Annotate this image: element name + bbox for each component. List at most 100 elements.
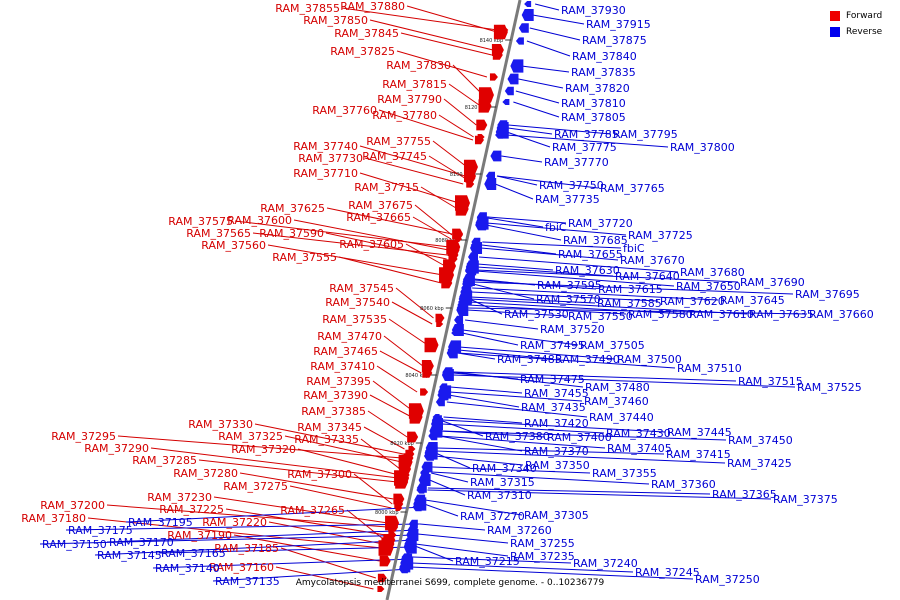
- forward-gene[interactable]: [388, 531, 397, 539]
- forward-gene-label[interactable]: RAM_37545: [329, 282, 394, 295]
- reverse-gene-label[interactable]: RAM_37770: [544, 156, 609, 169]
- reverse-gene-label[interactable]: RAM_37795: [613, 128, 678, 141]
- forward-gene-label[interactable]: RAM_37815: [382, 78, 447, 91]
- forward-gene-label[interactable]: RAM_37300: [287, 468, 352, 481]
- reverse-gene[interactable]: [420, 469, 428, 475]
- reverse-gene-label[interactable]: RAM_37650: [676, 280, 741, 293]
- reverse-gene-label[interactable]: RAM_37775: [552, 141, 617, 154]
- reverse-gene-label[interactable]: RAM_37235: [510, 550, 575, 563]
- reverse-gene-label[interactable]: RAM_37350: [525, 459, 590, 472]
- reverse-gene[interactable]: [504, 86, 514, 96]
- reverse-gene[interactable]: [456, 302, 468, 314]
- forward-gene-label[interactable]: RAM_37790: [377, 93, 442, 106]
- reverse-gene[interactable]: [435, 397, 445, 407]
- forward-gene-label[interactable]: RAM_37755: [366, 135, 431, 148]
- reverse-gene-label[interactable]: RAM_37840: [572, 50, 637, 63]
- reverse-gene-label[interactable]: RAM_37480: [585, 381, 650, 394]
- reverse-gene-label[interactable]: RAM_37500: [617, 353, 682, 366]
- reverse-gene[interactable]: [521, 9, 534, 21]
- reverse-gene-label[interactable]: RAM_37340: [472, 462, 537, 475]
- forward-gene-label[interactable]: RAM_37290: [84, 442, 149, 455]
- forward-gene-label[interactable]: RAM_37410: [310, 360, 375, 373]
- forward-gene-label[interactable]: RAM_37465: [313, 345, 378, 358]
- reverse-gene-label[interactable]: RAM_37425: [727, 457, 792, 470]
- forward-gene-label[interactable]: RAM_37160: [209, 561, 274, 574]
- forward-gene[interactable]: [435, 313, 445, 323]
- reverse-gene-label[interactable]: RAM_37260: [487, 524, 552, 537]
- forward-gene-label[interactable]: RAM_37395: [306, 375, 371, 388]
- forward-gene-label[interactable]: RAM_37275: [223, 480, 288, 493]
- forward-gene-label[interactable]: RAM_37855: [275, 2, 340, 15]
- forward-gene[interactable]: [407, 431, 419, 443]
- reverse-gene[interactable]: [412, 502, 422, 512]
- forward-gene[interactable]: [422, 368, 433, 378]
- forward-gene[interactable]: [455, 202, 469, 216]
- reverse-gene[interactable]: [424, 446, 438, 460]
- reverse-gene[interactable]: [398, 564, 408, 574]
- reverse-gene-label[interactable]: RAM_37420: [524, 417, 589, 430]
- forward-gene[interactable]: [408, 446, 416, 452]
- reverse-gene-label[interactable]: RAM_37615: [598, 283, 663, 296]
- reverse-gene[interactable]: [515, 37, 524, 45]
- reverse-gene-label[interactable]: RAM_37240: [573, 557, 638, 570]
- forward-gene[interactable]: [493, 24, 508, 40]
- forward-gene[interactable]: [476, 119, 488, 131]
- forward-gene-label[interactable]: RAM_37565: [186, 227, 251, 240]
- reverse-gene-label[interactable]: RAM_37215: [455, 555, 520, 568]
- reverse-gene[interactable]: [418, 474, 431, 486]
- reverse-gene-label[interactable]: RAM_37915: [586, 18, 651, 31]
- forward-gene-label[interactable]: RAM_37335: [294, 433, 359, 446]
- forward-gene-label[interactable]: RAM_37280: [173, 467, 238, 480]
- forward-gene-label[interactable]: RAM_37560: [201, 239, 266, 252]
- forward-gene-label[interactable]: RAM_37185: [214, 542, 279, 555]
- reverse-gene-label[interactable]: RAM_37510: [677, 362, 742, 375]
- forward-gene-label[interactable]: RAM_37715: [354, 181, 419, 194]
- forward-gene-label[interactable]: RAM_37745: [362, 150, 427, 163]
- reverse-gene-label[interactable]: RAM_37725: [628, 229, 693, 242]
- reverse-gene-label[interactable]: RAM_37145: [97, 549, 162, 562]
- reverse-gene-label[interactable]: RAM_37140: [155, 562, 220, 575]
- reverse-gene[interactable]: [468, 252, 479, 262]
- reverse-gene-label[interactable]: RAM_37655: [558, 248, 623, 261]
- reverse-gene-label[interactable]: RAM_37355: [592, 467, 657, 480]
- forward-gene-label[interactable]: RAM_37590: [259, 227, 324, 240]
- reverse-gene-label[interactable]: RAM_37660: [809, 308, 874, 321]
- reverse-gene-label[interactable]: RAM_37620: [660, 295, 725, 308]
- forward-gene[interactable]: [420, 388, 429, 396]
- forward-gene[interactable]: [489, 73, 498, 81]
- reverse-gene-label[interactable]: RAM_37445: [667, 426, 732, 439]
- reverse-gene-label[interactable]: RAM_37430: [606, 427, 671, 440]
- reverse-gene-label[interactable]: RAM_37495: [520, 339, 585, 352]
- forward-gene[interactable]: [477, 134, 485, 140]
- reverse-gene-label[interactable]: RAM_37635: [749, 308, 814, 321]
- reverse-gene-label[interactable]: RAM_37150: [42, 538, 107, 551]
- reverse-gene-label[interactable]: RAM_37735: [535, 193, 600, 206]
- reverse-gene-label[interactable]: RAM_37580: [628, 308, 693, 321]
- forward-gene-label[interactable]: RAM_37225: [159, 503, 224, 516]
- reverse-gene-label[interactable]: RAM_37875: [582, 34, 647, 47]
- reverse-gene-label[interactable]: RAM_37765: [600, 182, 665, 195]
- reverse-gene[interactable]: [475, 219, 487, 231]
- forward-gene-label[interactable]: RAM_37345: [297, 421, 362, 434]
- reverse-gene-label[interactable]: RAM_37245: [635, 566, 700, 579]
- forward-gene-label[interactable]: RAM_37780: [372, 109, 437, 122]
- forward-gene[interactable]: [403, 453, 414, 463]
- forward-gene[interactable]: [381, 537, 395, 551]
- forward-gene[interactable]: [478, 99, 492, 113]
- forward-gene-label[interactable]: RAM_37605: [339, 238, 404, 251]
- forward-gene[interactable]: [443, 259, 457, 273]
- forward-gene-label[interactable]: RAM_37180: [21, 512, 86, 525]
- reverse-gene-label[interactable]: RAM_37680: [680, 266, 745, 279]
- forward-gene-label[interactable]: RAM_37200: [40, 499, 105, 512]
- reverse-gene[interactable]: [507, 73, 519, 85]
- forward-gene-label[interactable]: RAM_37325: [218, 430, 283, 443]
- reverse-gene-label[interactable]: RAM_37135: [215, 575, 280, 588]
- reverse-gene-label[interactable]: RAM_37585: [597, 297, 662, 310]
- reverse-gene-label[interactable]: RAM_37570: [536, 293, 601, 306]
- forward-gene-label[interactable]: RAM_37230: [147, 491, 212, 504]
- forward-gene-label[interactable]: RAM_37740: [293, 140, 358, 153]
- reverse-gene-label[interactable]: RAM_37375: [773, 493, 838, 506]
- forward-gene-label[interactable]: RAM_37535: [322, 313, 387, 326]
- forward-gene[interactable]: [379, 555, 391, 567]
- forward-gene[interactable]: [436, 321, 444, 327]
